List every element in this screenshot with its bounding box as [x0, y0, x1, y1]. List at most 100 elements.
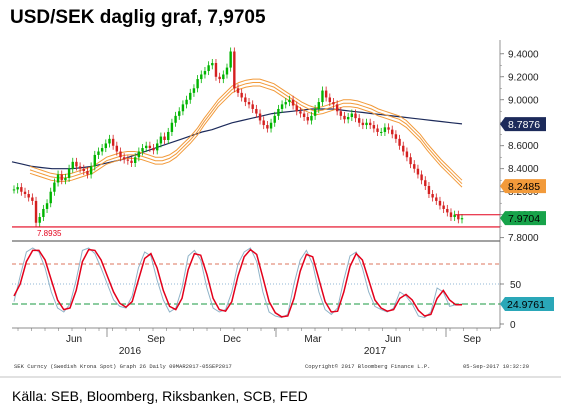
ma-band-lower: [29, 85, 463, 188]
x-tick-label: Mar: [304, 334, 322, 345]
osc-slow-line: [13, 248, 462, 318]
candle-body: [273, 115, 276, 123]
candle-body: [200, 74, 203, 80]
candle-body: [167, 131, 170, 140]
candle-body: [126, 159, 130, 161]
candle-body: [420, 174, 423, 181]
candle-body: [12, 189, 16, 191]
candle-body: [284, 102, 287, 105]
candle-body: [67, 168, 71, 178]
candle-body: [122, 157, 126, 160]
candle-body: [343, 115, 346, 120]
candle-body: [435, 197, 438, 201]
x-year-label: 2016: [119, 346, 142, 357]
candle-body: [49, 191, 52, 204]
candle-body: [424, 180, 427, 186]
candle-body: [269, 122, 273, 129]
candle-body: [446, 208, 449, 213]
candle-body: [31, 197, 34, 201]
footer-left: SEK Curncy (Swedish Krona Spot) Graph 26…: [14, 363, 232, 370]
candle-body: [453, 214, 456, 218]
candle-body: [291, 99, 295, 106]
candle-body: [137, 151, 141, 158]
candle-body: [409, 157, 412, 165]
candle-body: [427, 185, 431, 195]
candle-body: [299, 111, 302, 114]
page-title: USD/SEK daglig graf, 7,9705: [10, 7, 266, 28]
osc-value-tag-bg: [500, 297, 554, 311]
x-tick-label: Dec: [223, 334, 241, 345]
candle-body: [394, 134, 398, 139]
axes: 9.40009.20009.00008.80008.60008.40008.20…: [0, 40, 561, 378]
candle-body: [339, 111, 343, 116]
candle-body: [460, 218, 464, 220]
candle-body: [181, 104, 185, 112]
candle-body: [178, 111, 181, 116]
candle-body: [27, 194, 30, 198]
candle-body: [240, 92, 243, 98]
candle-body: [244, 97, 247, 103]
candle-body: [225, 67, 229, 75]
candle-body: [442, 205, 445, 209]
candle-body: [45, 203, 49, 209]
candle-body: [229, 51, 232, 68]
candle-body: [361, 122, 365, 126]
candle-body: [317, 102, 320, 109]
value-tag-bg: [500, 117, 546, 132]
candle-body: [196, 79, 199, 89]
candle-body: [174, 115, 177, 123]
candle-body: [185, 99, 188, 105]
candle-body: [100, 148, 104, 152]
candle-body: [64, 177, 67, 181]
candle-body: [148, 145, 152, 149]
candle-body: [211, 62, 214, 66]
candle-body: [335, 104, 339, 112]
osc-value-tag: 24.9761: [500, 297, 554, 311]
candle-body: [449, 212, 453, 218]
y-tick-label: 8.6000: [508, 141, 539, 152]
candle-body: [405, 151, 409, 158]
candle-body: [280, 104, 284, 109]
candle-body: [354, 113, 357, 119]
footer-copyright: Copyright© 2017 Bloomberg Finance L.P.: [305, 363, 430, 370]
candle-body: [86, 171, 89, 175]
candle-body: [321, 90, 324, 103]
osc-y-tick-label: 50: [510, 280, 522, 291]
candle-body: [78, 166, 82, 169]
candle-body: [214, 62, 218, 77]
candle-body: [163, 136, 166, 140]
candle-body: [108, 138, 111, 144]
candle-body: [372, 125, 376, 129]
candle-body: [328, 97, 332, 103]
candle-body: [207, 65, 210, 72]
candle-body: [255, 108, 258, 114]
x-tick-label: Sep: [147, 334, 165, 345]
support-label: 7.8935: [37, 229, 62, 238]
candle-body: [189, 92, 192, 100]
candle-body: [82, 168, 85, 172]
candle-body: [431, 194, 434, 198]
candle-body: [357, 118, 361, 123]
candle-body: [93, 154, 96, 167]
candle-body: [365, 122, 368, 126]
y-tick-label: 9.2000: [508, 72, 539, 83]
candle-body: [368, 122, 372, 126]
candle-body: [20, 187, 23, 192]
candle-body: [42, 208, 45, 218]
value-tag: 7.9704: [500, 211, 546, 226]
value-tag: 8.7876: [500, 117, 546, 132]
candle-body: [141, 148, 144, 152]
candle-body: [398, 138, 401, 146]
candle-body: [111, 138, 115, 146]
candle-body: [324, 90, 328, 98]
y-tick-label: 9.0000: [508, 95, 539, 106]
candle-body: [97, 151, 100, 155]
candle-body: [222, 74, 225, 80]
candle-body: [306, 117, 309, 121]
candle-body: [53, 182, 56, 192]
osc-value-tag-label: 24.9761: [507, 299, 545, 311]
value-tag-bg: [500, 211, 546, 226]
candle-body: [156, 143, 159, 151]
candle-body: [115, 145, 119, 152]
